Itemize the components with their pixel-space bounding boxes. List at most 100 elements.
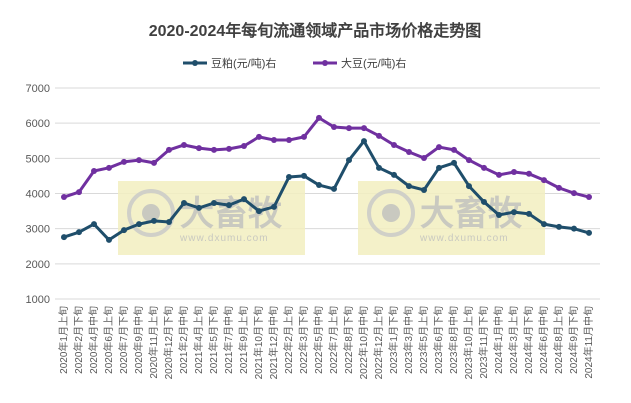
- y-tick-label: 4000: [26, 189, 50, 201]
- y-tick-label: 5000: [26, 153, 50, 165]
- x-tick-label: 2021年4月上旬: [192, 306, 205, 374]
- data-point: [586, 194, 592, 201]
- data-point: [391, 171, 397, 178]
- series-soybean: [61, 114, 592, 201]
- data-point: [241, 196, 247, 203]
- series-soybean-meal: [61, 138, 592, 243]
- legend: 豆粕(元/吨)右 大豆(元/吨)右: [183, 56, 406, 70]
- data-point: [91, 221, 97, 228]
- data-point: [556, 223, 562, 230]
- data-point: [331, 185, 337, 192]
- y-tick-label: 1000: [26, 294, 50, 306]
- x-tick-label: 2022年12月上旬: [372, 306, 385, 379]
- data-point: [376, 132, 382, 139]
- data-point: [571, 225, 577, 232]
- x-tick-label: 2021年10月下旬: [252, 306, 265, 379]
- data-point: [346, 125, 352, 132]
- data-point: [256, 133, 262, 140]
- x-tick-label: 2022年3月下旬: [297, 306, 310, 374]
- legend-marker: [322, 60, 328, 66]
- data-point: [331, 124, 337, 131]
- data-point: [76, 189, 82, 196]
- x-tick-label: 2022年8月下旬: [342, 306, 355, 374]
- data-point: [301, 172, 307, 179]
- data-point: [346, 157, 352, 164]
- data-point: [571, 190, 577, 197]
- data-point: [496, 171, 502, 178]
- x-tick-label: 2022年10月中旬: [357, 306, 370, 379]
- watermark-url: www.dxumu.com: [419, 233, 509, 244]
- data-point: [286, 137, 292, 144]
- x-tick-label: 2021年9月上旬: [237, 306, 250, 374]
- x-tick-label: 2021年5月下旬: [207, 306, 220, 374]
- watermark-eye-icon: [127, 189, 175, 237]
- x-tick-label: 2024年4月下旬: [522, 306, 535, 374]
- data-point: [136, 221, 142, 228]
- x-axis: 2020年1月上旬 2020年2月下旬 2020年4月中旬 2020年6月上旬 2020…: [57, 306, 595, 379]
- x-tick-label: 2020年6月上旬: [102, 306, 115, 374]
- x-tick-label: 2020年2月下旬: [72, 306, 85, 374]
- legend-label: 豆粕(元/吨)右: [211, 56, 276, 70]
- data-point: [271, 203, 277, 210]
- data-point: [271, 137, 277, 144]
- data-point: [76, 229, 82, 236]
- data-point: [196, 204, 202, 211]
- data-point: [586, 229, 592, 236]
- data-point: [421, 154, 427, 161]
- data-point: [376, 164, 382, 171]
- data-point: [541, 177, 547, 184]
- x-tick-label: 2024年11月中旬: [582, 306, 595, 379]
- data-point: [511, 209, 517, 216]
- data-point: [151, 159, 157, 166]
- data-point: [241, 143, 247, 150]
- x-tick-label: 2023年5月上旬: [417, 306, 430, 374]
- data-point: [526, 210, 532, 217]
- x-tick-label: 2024年6月中旬: [537, 306, 550, 374]
- x-tick-label: 2023年11月下旬: [477, 306, 490, 379]
- data-point: [556, 184, 562, 191]
- x-tick-label: 2022年7月上旬: [327, 306, 340, 374]
- data-point: [301, 133, 307, 140]
- x-tick-label: 2020年7月下旬: [117, 306, 130, 374]
- y-axis: 1000 2000 3000 4000 5000 6000 7000: [26, 83, 50, 306]
- data-point: [226, 145, 232, 152]
- x-tick-label: 2023年8月中旬: [447, 306, 460, 374]
- watermark-pupil: [142, 204, 160, 222]
- watermark-eye-icon: [367, 189, 415, 237]
- data-point: [451, 146, 457, 153]
- data-point: [406, 149, 412, 156]
- x-tick-label: 2023年3月中旬: [402, 306, 415, 374]
- data-point: [196, 145, 202, 152]
- data-point: [106, 236, 112, 243]
- data-point: [166, 146, 172, 153]
- x-tick-label: 2022年5月中旬: [312, 306, 325, 374]
- x-tick-label: 2021年7月中旬: [222, 306, 235, 374]
- x-tick-label: 2023年1月下旬: [387, 306, 400, 374]
- legend-marker: [192, 60, 198, 66]
- x-tick-label: 2024年8月上旬: [552, 306, 565, 374]
- x-tick-label: 2023年10月上旬: [462, 306, 475, 379]
- data-point: [211, 146, 217, 153]
- watermark-brand: 大畜牧: [180, 194, 283, 233]
- legend-label: 大豆(元/吨)右: [341, 56, 406, 70]
- data-point: [436, 144, 442, 151]
- data-point: [496, 211, 502, 218]
- chart-title: 2020-2024年每旬流通领域产品市场价格走势图: [149, 21, 482, 40]
- data-point: [316, 182, 322, 189]
- x-tick-label: 2023年6月下旬: [432, 306, 445, 374]
- data-point: [361, 125, 367, 132]
- x-tick-label: 2021年12月中旬: [267, 306, 280, 379]
- x-tick-label: 2020年11月上旬: [147, 306, 160, 379]
- data-point: [256, 208, 262, 215]
- y-tick-label: 3000: [26, 224, 50, 236]
- x-tick-label: 2024年3月上旬: [507, 306, 520, 374]
- x-tick-label: 2020年12月下旬: [162, 306, 175, 379]
- data-point: [481, 164, 487, 171]
- data-point: [361, 138, 367, 145]
- data-point: [136, 157, 142, 164]
- legend-item: 大豆(元/吨)右: [313, 56, 406, 70]
